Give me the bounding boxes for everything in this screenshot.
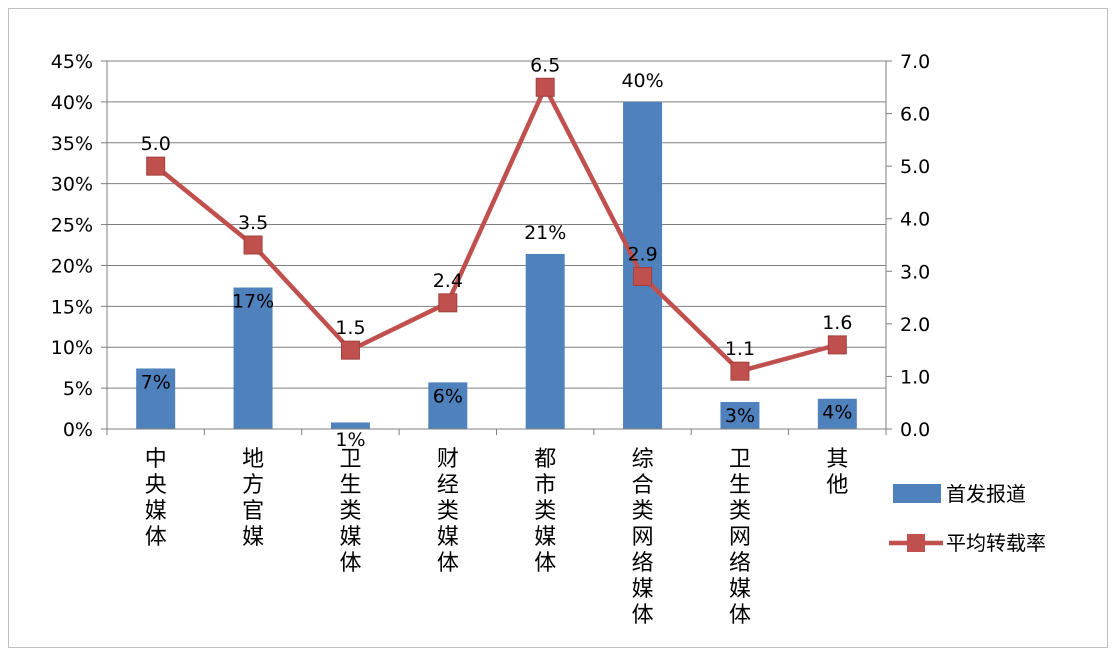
line-point: [730, 361, 750, 381]
tick-labels: 0% 5% 10% 15% 20% 25% 30% 35% 40% 45% 0.0 1.0 2.0 3.0…: [51, 51, 930, 628]
bar-data-label: 21%: [524, 222, 566, 244]
left-tick-label: 35%: [51, 133, 93, 155]
left-tick-label: 30%: [51, 174, 93, 196]
category-label: 卫生类媒体: [339, 447, 361, 576]
legend-label-bar: 首发报道: [946, 482, 1026, 506]
gridlines: [107, 60, 886, 389]
bar-data-label: 7%: [141, 371, 171, 393]
legend-swatch-bar: [893, 484, 941, 503]
line-series: [146, 77, 847, 381]
right-tick-label: 6.0: [900, 104, 930, 126]
left-tick-label: 15%: [51, 296, 93, 318]
left-tick-label: 20%: [51, 255, 93, 277]
line-path: [154, 85, 838, 374]
bar-data-label: 4%: [822, 402, 852, 424]
line-data-label: 2.4: [433, 270, 463, 292]
line-data-label: 1.5: [335, 317, 365, 339]
data-labels: 7% 17% 1% 6% 21% 40% 3% 4% 5.0 3.5 1.5 2.4 6.5 2.9 1.1…: [141, 54, 853, 451]
right-tick-label: 2.0: [900, 314, 930, 336]
left-tick-label: 40%: [51, 92, 93, 114]
left-tick-label: 10%: [51, 337, 93, 359]
right-tick-label: 0.0: [900, 419, 930, 441]
bar-data-label: 1%: [335, 429, 365, 451]
bar: [525, 253, 565, 429]
line-point: [243, 235, 263, 255]
right-tick-label: 4.0: [900, 209, 930, 231]
category-label: 卫生类网络媒体: [729, 447, 751, 628]
bar-series: [136, 101, 857, 429]
bar: [233, 287, 273, 429]
category-label: 综合类网络媒体: [632, 447, 654, 628]
line-point: [340, 340, 360, 360]
bar: [136, 368, 176, 429]
legend-label-line: 平均转载率: [946, 531, 1046, 555]
bar-data-label: 40%: [621, 70, 663, 92]
line-data-label: 3.5: [238, 212, 268, 234]
line-data-label: 2.9: [627, 244, 657, 266]
bar: [428, 382, 468, 429]
bar-data-label: 6%: [433, 385, 463, 407]
right-tick-label: 5.0: [900, 156, 930, 178]
left-tick-label: 5%: [63, 378, 93, 400]
line-data-label: 6.5: [530, 54, 560, 76]
axes: [101, 60, 892, 435]
bar: [623, 101, 663, 429]
left-tick-label: 45%: [51, 51, 93, 73]
line-point: [535, 77, 555, 97]
line-point: [633, 267, 653, 287]
legend-marker: [907, 534, 925, 552]
line-point: [827, 335, 847, 355]
category-label: 都市类媒体: [534, 447, 556, 576]
left-tick-label: 0%: [63, 419, 93, 441]
line-data-label: 1.1: [725, 338, 755, 360]
line-point: [438, 293, 458, 313]
line-data-label: 1.6: [822, 312, 852, 334]
bar: [330, 422, 370, 429]
category-label: 中央媒体: [145, 447, 167, 550]
right-tick-label: 3.0: [900, 261, 930, 283]
bar-data-label: 17%: [232, 291, 274, 313]
bar: [720, 402, 760, 429]
category-label: 其他: [826, 447, 848, 498]
category-label: 地方官媒: [242, 447, 264, 550]
line-data-label: 5.0: [141, 133, 171, 155]
line-point: [146, 156, 166, 176]
bar: [817, 398, 857, 429]
bar-data-label: 3%: [725, 405, 755, 427]
category-label: 财经类媒体: [437, 447, 459, 576]
left-tick-label: 25%: [51, 215, 93, 237]
right-tick-label: 7.0: [900, 51, 930, 73]
right-tick-label: 1.0: [900, 366, 930, 388]
